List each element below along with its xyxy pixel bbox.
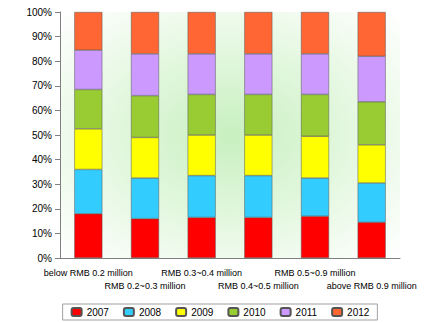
svg-text:RMB 0.3~0.4 million: RMB 0.3~0.4 million (161, 268, 242, 278)
svg-text:below RMB 0.2 million: below RMB 0.2 million (44, 268, 133, 278)
svg-text:70%: 70% (32, 80, 52, 91)
svg-text:above RMB 0.9 million: above RMB 0.9 million (327, 281, 417, 291)
svg-text:30%: 30% (32, 179, 52, 190)
svg-text:90%: 90% (32, 31, 52, 42)
svg-text:80%: 80% (32, 56, 52, 67)
svg-text:RMB 0.4~0.5 million: RMB 0.4~0.5 million (218, 281, 299, 291)
svg-text:2007: 2007 (87, 307, 110, 318)
svg-text:100%: 100% (26, 7, 52, 18)
svg-text:50%: 50% (32, 130, 52, 141)
svg-text:RMB 0.5~0.9 million: RMB 0.5~0.9 million (275, 268, 356, 278)
svg-text:2010: 2010 (243, 307, 266, 318)
svg-text:0%: 0% (38, 253, 53, 264)
svg-text:10%: 10% (32, 228, 52, 239)
svg-text:60%: 60% (32, 105, 52, 116)
svg-text:2011: 2011 (296, 307, 318, 318)
svg-text:40%: 40% (32, 154, 52, 165)
svg-text:2012: 2012 (347, 307, 370, 318)
svg-text:20%: 20% (32, 203, 52, 214)
svg-text:RMB 0.2~0.3 million: RMB 0.2~0.3 million (105, 281, 186, 291)
svg-text:2009: 2009 (191, 307, 214, 318)
svg-text:2008: 2008 (139, 307, 162, 318)
